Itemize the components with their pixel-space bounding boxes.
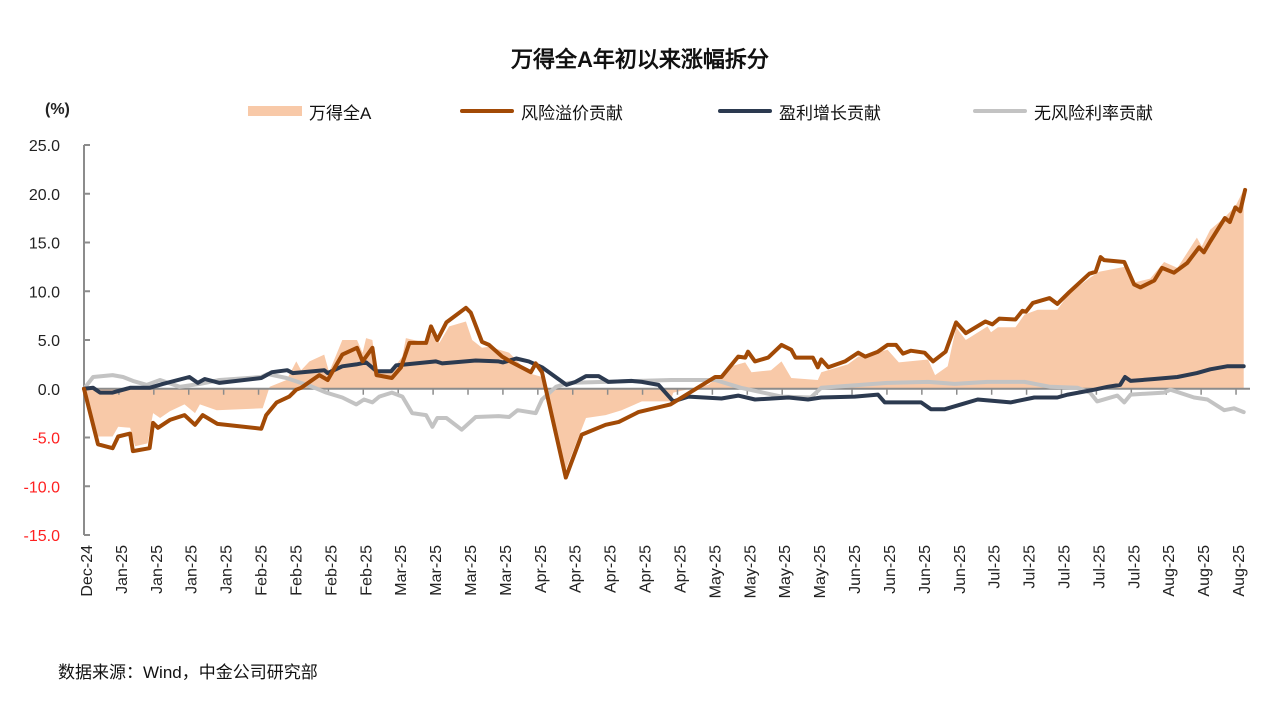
x-tick-label: Apr-25 [533, 545, 550, 593]
x-tick-label: Mar-25 [498, 545, 515, 596]
legend-swatch-line [718, 109, 772, 113]
legend-label: 无风险利率贡献 [1034, 103, 1153, 123]
y-tick-label: -10.0 [24, 479, 61, 496]
x-tick-label: Dec-24 [79, 545, 96, 597]
legend-swatch-line [973, 109, 1027, 113]
x-tick-label: Jun-25 [847, 545, 864, 594]
x-tick-label: Apr-25 [603, 545, 620, 593]
x-tick-label: Jan-25 [184, 545, 201, 594]
x-tick-label: Jul-25 [987, 545, 1004, 589]
legend-label: 盈利增长贡献 [779, 103, 881, 123]
legend-item-earnings: 盈利增长贡献 [718, 101, 881, 123]
y-axis-unit-label: (%) [45, 101, 70, 118]
x-tick-label: Aug-25 [1161, 545, 1178, 597]
x-tick-label: Apr-25 [672, 545, 689, 593]
legend-swatch-line [460, 109, 514, 113]
legend-item-risk-free: 无风险利率贡献 [973, 101, 1153, 123]
x-tick-label: Mar-25 [463, 545, 480, 596]
legend-label: 万得全A [309, 103, 372, 123]
x-tick-label: Feb-25 [323, 545, 340, 596]
x-tick-label: Apr-25 [638, 545, 655, 593]
x-tick-label: Mar-25 [393, 545, 410, 596]
y-tick-label: 20.0 [29, 187, 60, 204]
legend-item-wind-all-a: 万得全A [248, 101, 372, 123]
x-tick-label: Feb-25 [288, 545, 305, 596]
legend-swatch-area [248, 106, 302, 116]
y-tick-label: 25.0 [29, 138, 60, 155]
x-tick-label: Feb-25 [358, 545, 375, 596]
x-tick-label: Jan-25 [149, 545, 166, 594]
x-tick-label: Jan-25 [114, 545, 131, 594]
x-tick-label: Mar-25 [428, 545, 445, 596]
y-tick-label: 5.0 [38, 333, 60, 350]
x-tick-label: Apr-25 [568, 545, 585, 593]
y-tick-label: 10.0 [29, 284, 60, 301]
x-tick-label: Jun-25 [952, 545, 969, 594]
y-tick-label: -5.0 [32, 431, 60, 448]
x-tick-label: Aug-25 [1196, 545, 1213, 597]
x-tick-label: Jul-25 [1056, 545, 1073, 589]
x-tick-label: Aug-25 [1231, 545, 1248, 597]
x-tick-label: Jul-25 [1126, 545, 1143, 589]
x-tick-label: Jun-25 [917, 545, 934, 594]
x-tick-label: Jul-25 [1091, 545, 1108, 589]
x-tick-label: Feb-25 [254, 545, 271, 596]
x-tick-label: Jan-25 [219, 545, 236, 594]
legend-item-risk-premium: 风险溢价贡献 [460, 101, 623, 123]
chart-title: 万得全A年初以来涨幅拆分 [511, 47, 769, 72]
series-area-wind-all-a [84, 189, 1244, 470]
x-tick-label: Jun-25 [882, 545, 899, 594]
y-tick-label: 15.0 [29, 236, 60, 253]
y-tick-label: -15.0 [24, 528, 61, 545]
series-line-risk-premium [82, 187, 1248, 480]
legend-label: 风险溢价贡献 [521, 103, 623, 123]
source-note: 数据来源：Wind，中金公司研究部 [58, 663, 318, 682]
x-tick-label: May-25 [742, 545, 759, 598]
x-tick-label: May-25 [812, 545, 829, 598]
y-tick-label: 0.0 [38, 382, 60, 399]
series-line-earnings [82, 356, 1246, 412]
x-tick-label: May-25 [707, 545, 724, 598]
x-tick-label: May-25 [777, 545, 794, 598]
x-tick-label: Jul-25 [1022, 545, 1039, 589]
